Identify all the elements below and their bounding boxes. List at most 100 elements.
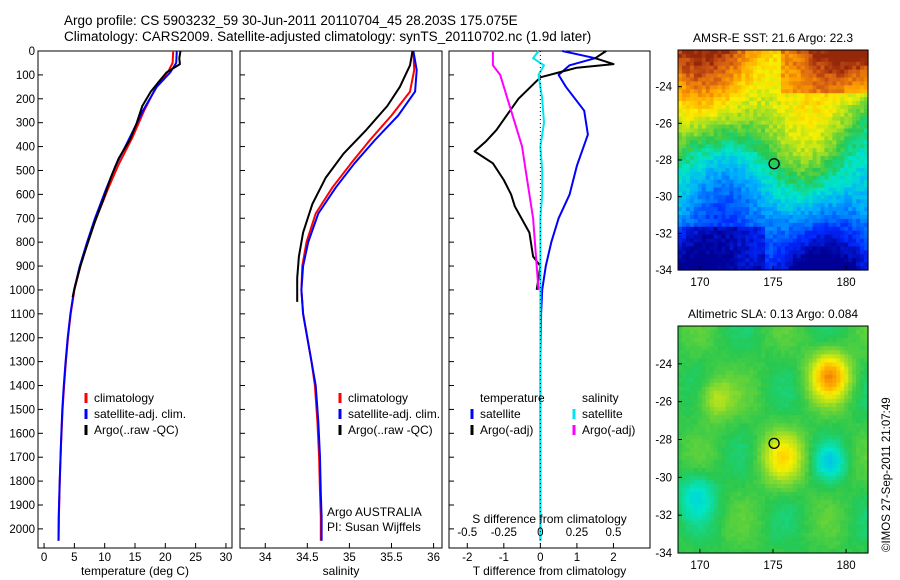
map-cell — [749, 183, 754, 189]
map-cell — [844, 156, 849, 161]
map-cell — [796, 171, 802, 177]
map-cell — [729, 326, 735, 331]
map-cell — [792, 463, 798, 469]
map-cell — [733, 398, 738, 404]
map-cell — [741, 136, 746, 141]
map-cell — [681, 222, 687, 228]
map-cell — [788, 366, 794, 372]
map-cell — [788, 374, 794, 380]
map-cell — [769, 500, 774, 505]
map-cell — [824, 411, 830, 416]
map-cell — [864, 234, 869, 240]
map-cell — [705, 234, 711, 240]
map-cell — [741, 419, 746, 424]
map-cell — [773, 370, 778, 376]
map-cell — [773, 374, 778, 380]
map-cell — [757, 242, 762, 248]
map-cell — [729, 226, 735, 232]
map-cell — [701, 191, 707, 196]
map-cell — [705, 215, 711, 220]
map-cell — [689, 350, 695, 355]
map-cell — [725, 230, 731, 236]
map-cell — [796, 73, 802, 79]
map-cell — [820, 77, 826, 83]
map-cell — [860, 108, 865, 114]
map-cell — [860, 250, 865, 255]
map-cell — [800, 386, 806, 392]
map-cell — [693, 358, 699, 364]
map-cell — [737, 203, 742, 208]
map-cell — [800, 140, 806, 145]
map-cell — [769, 211, 774, 216]
map-cell — [796, 350, 802, 355]
map-cell — [776, 266, 782, 271]
map-cell — [733, 447, 738, 453]
map-cell — [765, 246, 770, 251]
map-cell — [800, 207, 806, 212]
map-cell — [828, 179, 833, 185]
map-cell — [836, 156, 841, 161]
map-cell — [765, 354, 770, 360]
map-cell — [828, 451, 833, 457]
map-cell — [689, 439, 695, 445]
map-cell — [693, 175, 699, 181]
map-cell — [832, 439, 837, 445]
map-cell — [721, 488, 727, 493]
map-cell — [832, 374, 837, 380]
map-cell — [860, 459, 865, 465]
map-cell — [769, 73, 774, 79]
map-cell — [808, 370, 814, 376]
map-cell — [733, 443, 738, 449]
map-cell — [840, 199, 845, 204]
map-cell — [685, 195, 691, 200]
map-cell — [804, 480, 810, 485]
map-cell — [761, 407, 766, 412]
map-cell — [769, 354, 774, 360]
map-cell — [792, 246, 798, 251]
map-cell — [769, 455, 774, 461]
map-cell — [757, 124, 762, 130]
map-cell — [737, 415, 742, 420]
map-cell — [864, 93, 869, 98]
map-cell — [828, 266, 833, 271]
map-cell — [792, 439, 798, 445]
map-cell — [765, 394, 770, 400]
map-cell — [784, 484, 790, 489]
map-cell — [856, 431, 861, 437]
map-cell — [836, 97, 841, 102]
map-cell — [852, 179, 857, 185]
map-cell — [816, 242, 822, 248]
map-cell — [737, 488, 742, 493]
map-cell — [733, 105, 738, 110]
map-cell — [697, 81, 703, 86]
map-cell — [784, 199, 790, 204]
map-cell — [852, 358, 857, 364]
map-cell — [796, 183, 802, 189]
map-cell — [765, 120, 770, 126]
map-cell — [792, 386, 798, 392]
map-cell — [832, 334, 837, 339]
map-cell — [737, 171, 742, 177]
map-cell — [820, 346, 826, 351]
map-cell — [792, 179, 798, 185]
map-cell — [745, 488, 750, 493]
map-cell — [713, 93, 719, 98]
map-cell — [800, 330, 806, 335]
map-cell — [733, 65, 738, 71]
map-cell — [713, 350, 719, 355]
map-cell — [804, 156, 810, 161]
map-cell — [840, 156, 845, 161]
map-cell — [761, 167, 766, 173]
map-cell — [685, 50, 691, 55]
map-cell — [808, 403, 814, 408]
map-cell — [701, 222, 707, 228]
map-cell — [773, 140, 778, 145]
map-cell — [796, 382, 802, 388]
map-cell — [816, 443, 822, 449]
map-cell — [836, 250, 841, 255]
map-cell — [864, 419, 869, 424]
map-cell — [721, 167, 727, 173]
map-cell — [832, 81, 837, 86]
map-cell — [721, 463, 727, 469]
map-cell — [733, 191, 738, 196]
